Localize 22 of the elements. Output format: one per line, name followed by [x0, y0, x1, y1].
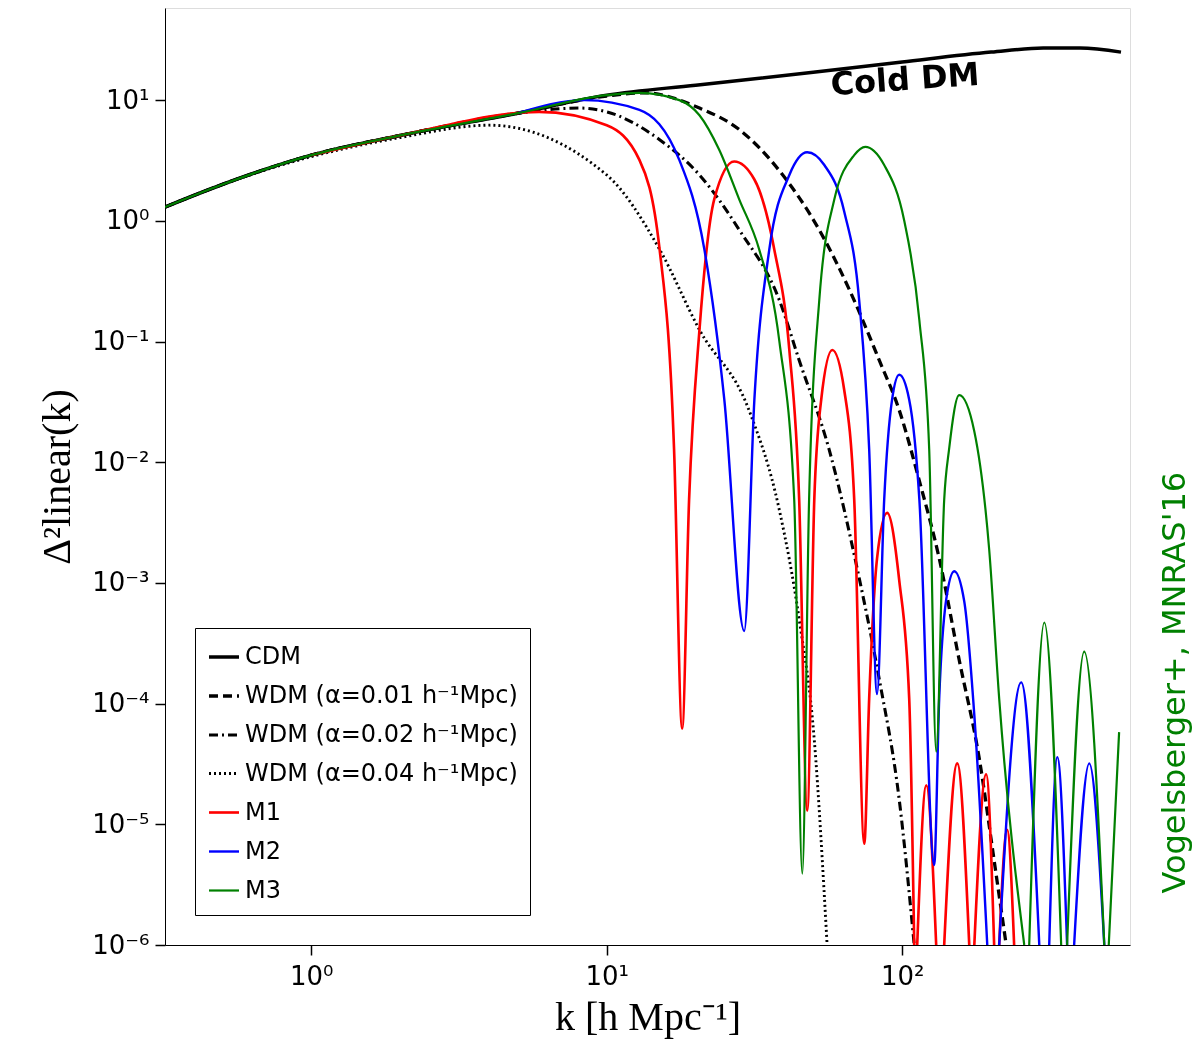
annotation: Cold DM	[829, 54, 981, 104]
legend-label: WDM (α=0.04 h⁻¹Mpc)	[245, 758, 518, 787]
x-tick-label: 10⁰	[289, 960, 334, 991]
y-tick-label: 10⁻⁴	[92, 688, 150, 719]
y-tick-label: 10⁻⁵	[92, 808, 150, 839]
y-axis-title: Δ²linear(k)	[34, 389, 80, 565]
legend-label: CDM	[245, 642, 301, 670]
y-tick-label: 10⁰	[105, 205, 150, 236]
x-tick-label: 10¹	[585, 960, 629, 991]
x-tick-label: 10²	[880, 960, 925, 991]
x-axis-title: k [h Mpc⁻¹]	[555, 993, 741, 1039]
legend-label: WDM (α=0.01 h⁻¹Mpc)	[245, 681, 518, 709]
legend-label: M2	[245, 836, 281, 865]
legend-label: M1	[245, 797, 281, 826]
text: Vogelsberger+, MNRAS'16	[1155, 471, 1193, 894]
legend-label: M3	[245, 875, 281, 904]
y-tick-label: 10⁻³	[92, 567, 150, 598]
y-tick-label: 10⁻¹	[92, 326, 150, 357]
legend-label: WDM (α=0.02 h⁻¹Mpc)	[245, 720, 518, 748]
y-tick-label: 10¹	[105, 84, 150, 115]
y-tick-label: 10⁻²	[92, 446, 150, 477]
y-tick-label: 10⁻⁶	[92, 929, 150, 960]
